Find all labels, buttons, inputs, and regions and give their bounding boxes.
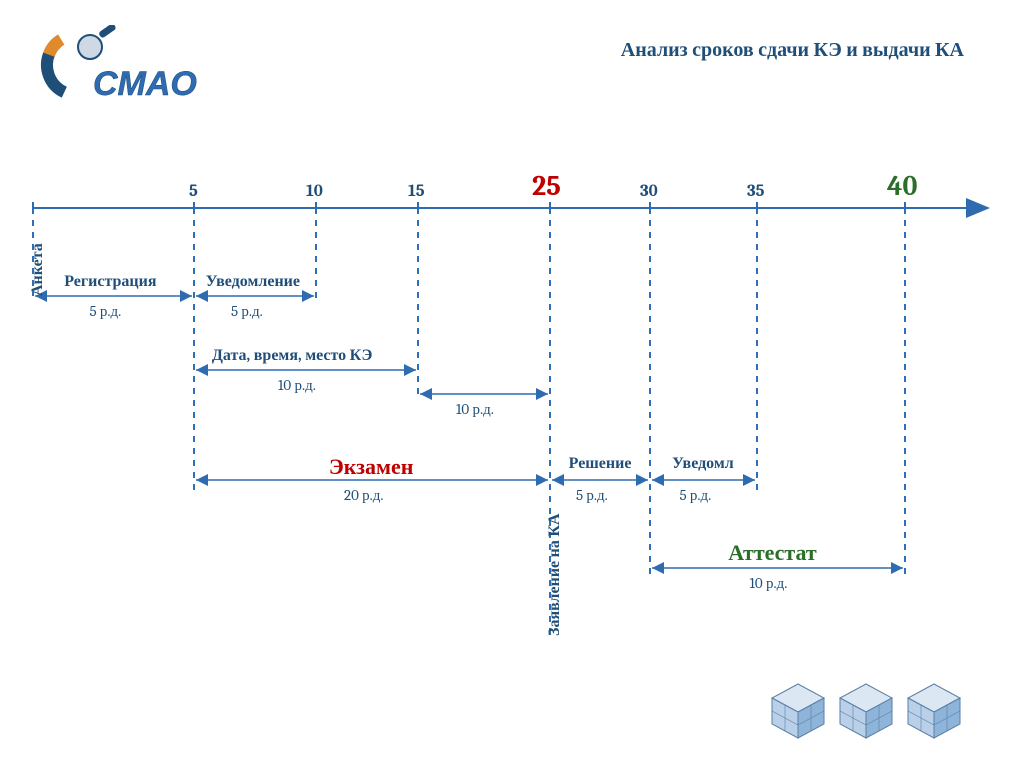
segment-duration: 10 р.д. <box>278 376 316 395</box>
axis-tick-label: 15 <box>408 182 425 201</box>
segment-duration: 5 р.д. <box>576 486 608 505</box>
axis-tick-label: 10 <box>306 182 323 201</box>
axis-tick-label: 25 <box>532 170 561 202</box>
decorative-cube <box>904 680 964 740</box>
decorative-cube <box>836 680 896 740</box>
decorative-cube <box>768 680 828 740</box>
segment-duration: 20 р.д. <box>344 486 383 505</box>
segment-label: Уведомление <box>206 272 300 291</box>
segment-duration: 5 р.д. <box>680 486 712 505</box>
segment-label: Экзамен <box>329 454 414 480</box>
axis-tick-label: 30 <box>640 182 658 201</box>
segment-label: Аттестат <box>728 540 817 566</box>
segment-label: Уведомл <box>672 454 734 473</box>
vertical-label: Анкета <box>28 243 47 296</box>
segment-label: Дата, время, место КЭ <box>212 346 372 365</box>
timeline-diagram <box>0 0 1024 767</box>
segment-duration: 5 р.д. <box>90 302 122 321</box>
segment-label: Регистрация <box>64 272 156 291</box>
vertical-label: Заявление на КА <box>545 513 564 636</box>
segment-label: Решение <box>569 454 632 473</box>
axis-tick-label: 5 <box>189 182 198 201</box>
segment-duration: 10 р.д. <box>456 400 494 419</box>
axis-tick-label: 40 <box>887 170 917 202</box>
segment-duration: 5 р.д. <box>231 302 263 321</box>
axis-tick-label: 35 <box>747 182 764 201</box>
segment-duration: 10 р.д. <box>750 574 788 593</box>
